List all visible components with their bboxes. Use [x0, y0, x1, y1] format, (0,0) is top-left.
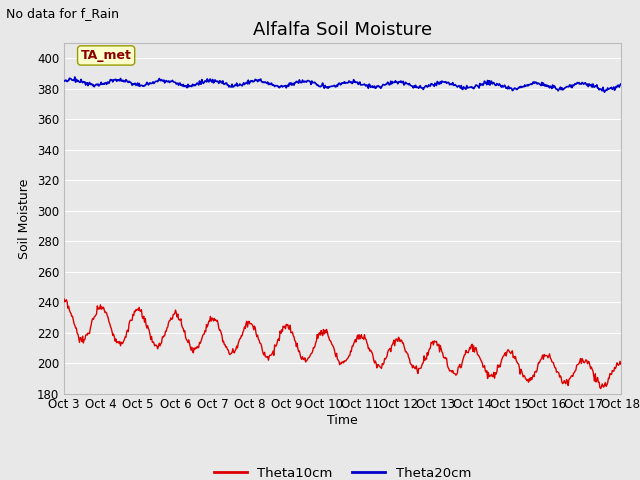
Legend: Theta10cm, Theta20cm: Theta10cm, Theta20cm — [208, 462, 477, 480]
Text: TA_met: TA_met — [81, 49, 132, 62]
Title: Alfalfa Soil Moisture: Alfalfa Soil Moisture — [253, 21, 432, 39]
X-axis label: Time: Time — [327, 414, 358, 427]
Text: No data for f_Rain: No data for f_Rain — [6, 7, 120, 20]
Y-axis label: Soil Moisture: Soil Moisture — [18, 178, 31, 259]
